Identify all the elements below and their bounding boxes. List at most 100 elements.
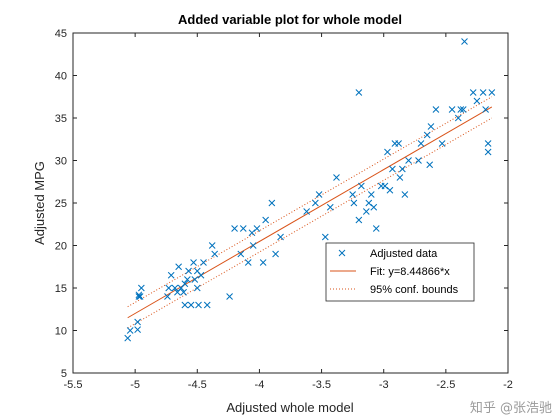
data-point-stroke [126,327,134,334]
data-point-stroke [405,157,412,164]
data-point [303,208,311,215]
data-point [415,157,422,164]
data-point-stroke [272,250,279,258]
data-point-stroke [226,293,233,300]
data-point [417,140,425,147]
data-point [180,288,187,296]
data-point-stroke [370,203,378,211]
data-point-stroke [389,165,396,173]
data-point-stroke [200,259,207,266]
data-point-stroke [484,140,492,147]
fit-line [127,106,493,319]
y-axis-label: Adjusted MPG [32,161,47,245]
x-tick-label: -5.5 [64,379,83,391]
data-point [195,301,202,309]
data-point-stroke [395,140,402,147]
data-point [268,199,276,207]
data-point [326,203,334,211]
data-point-stroke [459,106,467,113]
data-point-stroke [469,89,477,96]
data-point-stroke [231,225,238,232]
data-point-stroke [473,97,481,105]
data-point [365,199,373,207]
data-point [277,233,284,241]
legend-label-fit: Fit: y=8.44866*x [370,266,450,278]
data-point [226,293,233,300]
y-tick-label: 5 [61,368,67,380]
conf-bound-upper [127,96,493,308]
data-point [193,284,201,292]
data-point [237,250,245,258]
data-point [138,284,145,292]
data-point [200,259,207,266]
x-tick-label: -4.5 [188,379,207,391]
data-point-stroke [350,199,358,207]
data-point [479,89,487,96]
y-tick-label: 25 [55,198,67,210]
data-point-stroke [482,106,489,113]
data-point-stroke [183,276,191,283]
data-point [244,259,252,266]
y-tick-label: 35 [55,113,67,125]
data-point-stroke [181,280,189,288]
y-tick-label: 20 [55,241,67,253]
data-point-stroke [134,318,141,326]
legend: Adjusted data Fit: y=8.44866*x 95% conf.… [325,242,475,302]
data-point [432,106,440,113]
data-point [134,318,141,326]
y-tick-label: 45 [55,28,67,40]
data-point [384,148,391,156]
data-point [454,114,462,122]
data-point [457,106,465,113]
data-point-stroke [381,182,389,190]
data-point-stroke [197,271,205,279]
data-point [171,284,179,292]
data-point-stroke [396,174,404,181]
data-point-stroke [355,216,363,224]
data-point-stroke [193,284,201,292]
legend-label-bounds: 95% conf. bounds [370,284,459,296]
data-point-stroke [181,301,189,309]
x-tick-label: -2.5 [436,379,455,391]
data-point-stroke [135,291,143,299]
data-point [350,199,358,207]
data-point [181,301,189,309]
data-point [469,89,477,96]
data-point [211,250,219,258]
data-point-stroke [321,233,329,241]
data-point [262,216,269,224]
data-point [395,140,402,147]
data-point [426,161,434,169]
data-point-stroke [253,225,261,232]
data-point-stroke [180,288,187,296]
data-point [312,199,319,207]
data-point [231,225,238,232]
data-point [197,271,205,279]
data-point [253,225,261,232]
data-point [423,131,431,139]
data-point-stroke [479,89,487,96]
legend-label-data: Adjusted data [370,248,438,260]
data-point-stroke [401,191,409,198]
data-point-stroke [193,267,201,275]
data-point [191,276,199,283]
data-point [405,157,412,164]
data-point [482,106,489,113]
data-point [362,208,370,215]
data-point-stroke [315,191,323,198]
data-point [249,242,257,249]
data-point [134,326,141,334]
data-point-stroke [248,229,256,237]
data-point [239,225,247,232]
data-point-stroke [461,38,468,45]
data-point-stroke [244,259,252,266]
data-point-stroke [208,242,216,249]
data-point [248,229,256,237]
data-point [396,174,404,181]
data-point [448,106,456,113]
data-point-stroke [138,284,145,292]
data-point-stroke [365,199,373,207]
y-tick-label: 40 [55,71,67,83]
data-point-stroke [457,106,465,113]
data-point [473,97,481,105]
